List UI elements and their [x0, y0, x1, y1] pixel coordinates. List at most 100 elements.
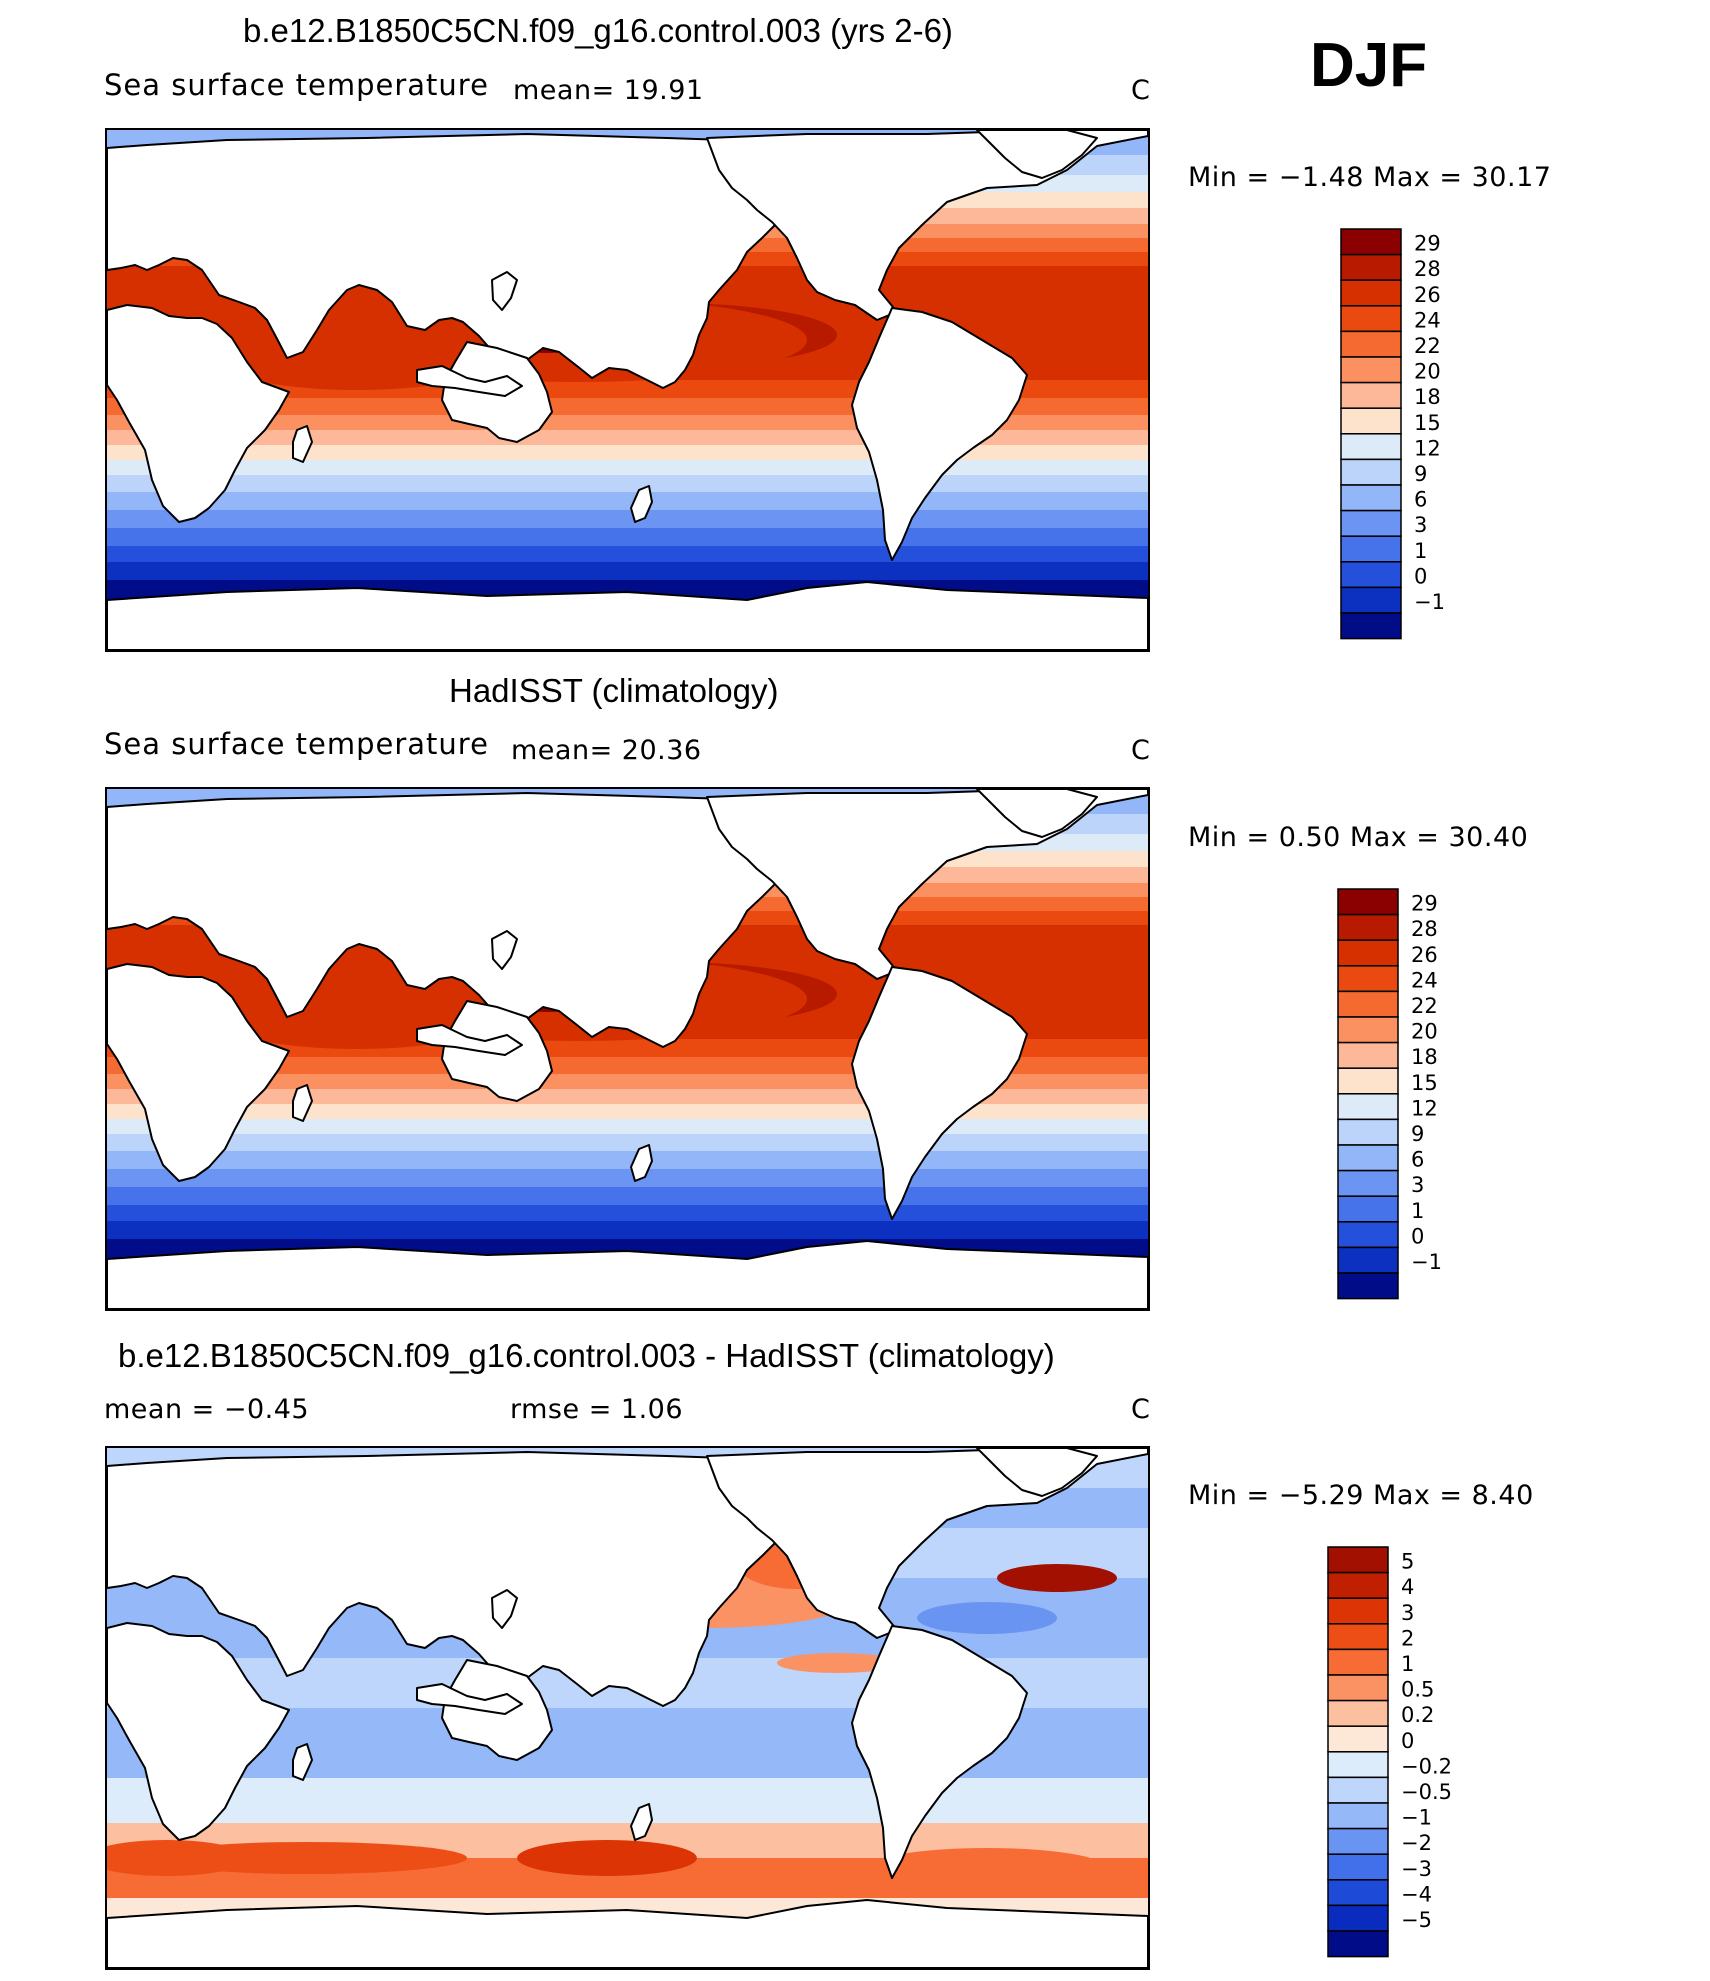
ocean-band — [107, 1187, 1148, 1205]
colorbar-tick-label: 1 — [1411, 1199, 1424, 1223]
land-madagascar — [292, 1743, 313, 1781]
land-indonesia — [416, 1024, 523, 1056]
colorbar-box — [1327, 1776, 1389, 1804]
colorbar-box — [1337, 1016, 1399, 1044]
panel-units-model: C — [1131, 75, 1151, 106]
colorbar-box — [1327, 1904, 1389, 1932]
ocean-band — [107, 475, 1148, 492]
land-africa — [107, 304, 290, 523]
colorbar-tick-label: 0 — [1411, 1224, 1424, 1248]
panel-subtitle-obs: Sea surface temperature — [104, 727, 489, 761]
colorbar-box — [1337, 1041, 1399, 1069]
colorbar-box — [1340, 407, 1402, 435]
colorbar-tick-label: 20 — [1414, 360, 1441, 384]
colorbar-box — [1337, 990, 1399, 1018]
land-greenland — [976, 1448, 1098, 1497]
colorbar-box — [1340, 381, 1402, 409]
colorbar-tick-label: 15 — [1411, 1071, 1438, 1095]
panel-title-diff: b.e12.B1850C5CN.f09_g16.control.003 - Ha… — [118, 1337, 1055, 1374]
panel-rmse-diff: rmse = 1.06 — [510, 1394, 684, 1425]
minmax-model: Min = −1.48 Max = 30.17 — [1188, 162, 1552, 193]
panel-units-obs: C — [1131, 735, 1151, 766]
ocean-band — [107, 1119, 1148, 1134]
colorbar-tick-label: 24 — [1414, 308, 1441, 332]
colorbar-diff: 5 4 3 2 1 0.5 0.2 0 −0.2 −0.5 −1 −2 −3 −4 −5 — [1327, 1546, 1507, 1960]
colorbar-box — [1337, 1169, 1399, 1197]
colorbar-tick-label: 29 — [1414, 232, 1441, 256]
season-label: DJF — [1310, 31, 1428, 100]
colorbar-tick-label: −4 — [1401, 1882, 1432, 1906]
colorbar-tick-label: 2 — [1401, 1626, 1414, 1650]
colorbar-box — [1337, 1221, 1399, 1249]
ocean-band — [107, 1104, 1148, 1119]
colorbar-tick-label: 3 — [1411, 1173, 1424, 1197]
colorbar-box — [1327, 1751, 1389, 1779]
colorbar-tick-label: 28 — [1411, 917, 1438, 941]
ocean-anomaly — [777, 1653, 897, 1673]
panel-mean-diff: mean = −0.45 — [104, 1394, 310, 1425]
colorbar-tick-label: 3 — [1414, 513, 1427, 537]
land-antarctica — [107, 1899, 1148, 1968]
map-diff — [105, 1446, 1150, 1970]
colorbar-box — [1327, 1674, 1389, 1702]
colorbar-box — [1337, 1067, 1399, 1095]
colorbar-tick-label: −0.5 — [1401, 1780, 1452, 1804]
land-greenland — [976, 789, 1098, 838]
colorbar-box — [1327, 1725, 1389, 1753]
colorbar-box — [1337, 1246, 1399, 1274]
land-southamerica — [851, 966, 1028, 1220]
land-africa — [107, 963, 290, 1182]
colorbar-box — [1327, 1827, 1389, 1855]
ocean-band — [107, 562, 1148, 580]
colorbar-tick-label: 12 — [1411, 1096, 1438, 1120]
colorbar-box — [1327, 1802, 1389, 1830]
map-svg — [107, 789, 1148, 1309]
land-southamerica — [851, 1625, 1028, 1879]
colorbar-tick-label: 12 — [1414, 436, 1441, 460]
colorbar-tick-label: 6 — [1411, 1148, 1424, 1172]
ocean-band — [107, 460, 1148, 475]
land-japan — [491, 1589, 518, 1629]
panel-title-model: b.e12.B1850C5CN.f09_g16.control.003 (yrs… — [243, 12, 953, 49]
colorbar-box — [1337, 939, 1399, 967]
colorbar-box — [1340, 253, 1402, 281]
land-nz — [630, 485, 653, 523]
map-svg — [107, 1448, 1148, 1968]
colorbar-tick-label: −0.2 — [1401, 1754, 1452, 1778]
colorbar-box — [1327, 1699, 1389, 1727]
land-indonesia — [416, 1683, 523, 1715]
map-svg — [107, 130, 1148, 650]
ocean-anomaly — [107, 1840, 247, 1876]
colorbar-box — [1327, 1648, 1389, 1676]
panel-subtitle-model: Sea surface temperature — [104, 68, 489, 102]
ocean-anomaly — [997, 1564, 1117, 1592]
colorbar-tick-label: 0 — [1401, 1729, 1414, 1753]
land-antarctica — [107, 581, 1148, 650]
colorbar-box — [1337, 913, 1399, 941]
colorbar-tick-label: 18 — [1411, 1045, 1438, 1069]
ocean-band — [107, 510, 1148, 528]
ocean-band — [107, 528, 1148, 546]
colorbar-tick-label: 0.2 — [1401, 1703, 1434, 1727]
colorbar-tick-label: 15 — [1414, 411, 1441, 435]
colorbar-tick-label: 29 — [1411, 892, 1438, 916]
colorbar-tick-label: −1 — [1414, 590, 1445, 614]
colorbar-tick-label: −5 — [1401, 1908, 1432, 1932]
colorbar-box — [1337, 1195, 1399, 1223]
colorbar-tick-label: −1 — [1411, 1250, 1442, 1274]
colorbar-tick-label: 1 — [1414, 539, 1427, 563]
colorbar-box — [1340, 509, 1402, 537]
colorbar-tick-label: 22 — [1414, 334, 1441, 358]
colorbar-box — [1340, 458, 1402, 486]
colorbar-box — [1337, 1272, 1399, 1300]
coastlines — [107, 130, 1148, 650]
colorbar-tick-label: −3 — [1401, 1857, 1432, 1881]
colorbar-tick-label: 6 — [1414, 488, 1427, 512]
land-nz — [630, 1144, 653, 1182]
land-japan — [491, 930, 518, 970]
colorbar-box — [1340, 228, 1402, 256]
colorbar-box — [1340, 305, 1402, 333]
colorbar-box — [1340, 612, 1402, 640]
colorbar-box — [1340, 561, 1402, 589]
land-indonesia — [416, 365, 523, 397]
